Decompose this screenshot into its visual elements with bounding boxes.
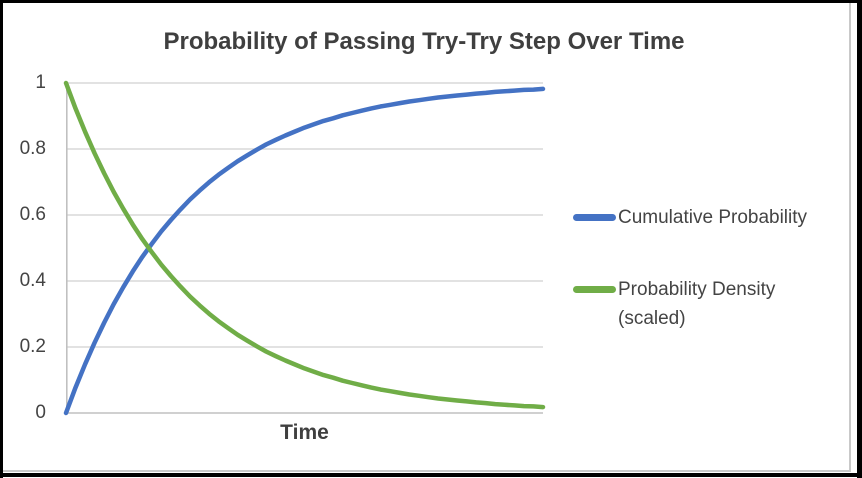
chart-legend: Cumulative Probability Probability Densit…: [573, 203, 853, 333]
chart-title: Probability of Passing Try-Try Step Over…: [163, 28, 685, 55]
screenshot-border-left: [0, 0, 3, 478]
chart-canvas: [63, 80, 546, 416]
y-tick-label: 0: [35, 402, 46, 423]
y-tick-label: 1: [35, 72, 46, 93]
legend-label: Cumulative Probability: [618, 207, 808, 228]
screenshot-border-right: [857, 0, 862, 478]
chart-frame-right-line: [849, 3, 851, 472]
chart-frame-bottom-line: [3, 470, 851, 472]
series-line-1: [63, 80, 546, 410]
series-line-0: [63, 86, 546, 416]
x-axis-title: Time: [280, 421, 329, 444]
legend-item-0: Cumulative Probability: [573, 203, 853, 232]
screenshot-border-top: [0, 0, 862, 3]
legend-swatch-icon: [573, 214, 616, 221]
y-tick-label: 0.6: [19, 204, 46, 225]
y-tick-label: 0.2: [19, 336, 46, 357]
legend-label: Probability Density (scaled): [618, 279, 776, 329]
legend-item-1: Probability Density (scaled): [573, 275, 853, 333]
legend-swatch-icon: [573, 286, 616, 293]
y-tick-label: 0.4: [19, 270, 46, 291]
y-tick-label: 0.8: [19, 138, 46, 159]
screenshot-border-bottom: [0, 473, 862, 477]
plot-area: [63, 80, 546, 416]
